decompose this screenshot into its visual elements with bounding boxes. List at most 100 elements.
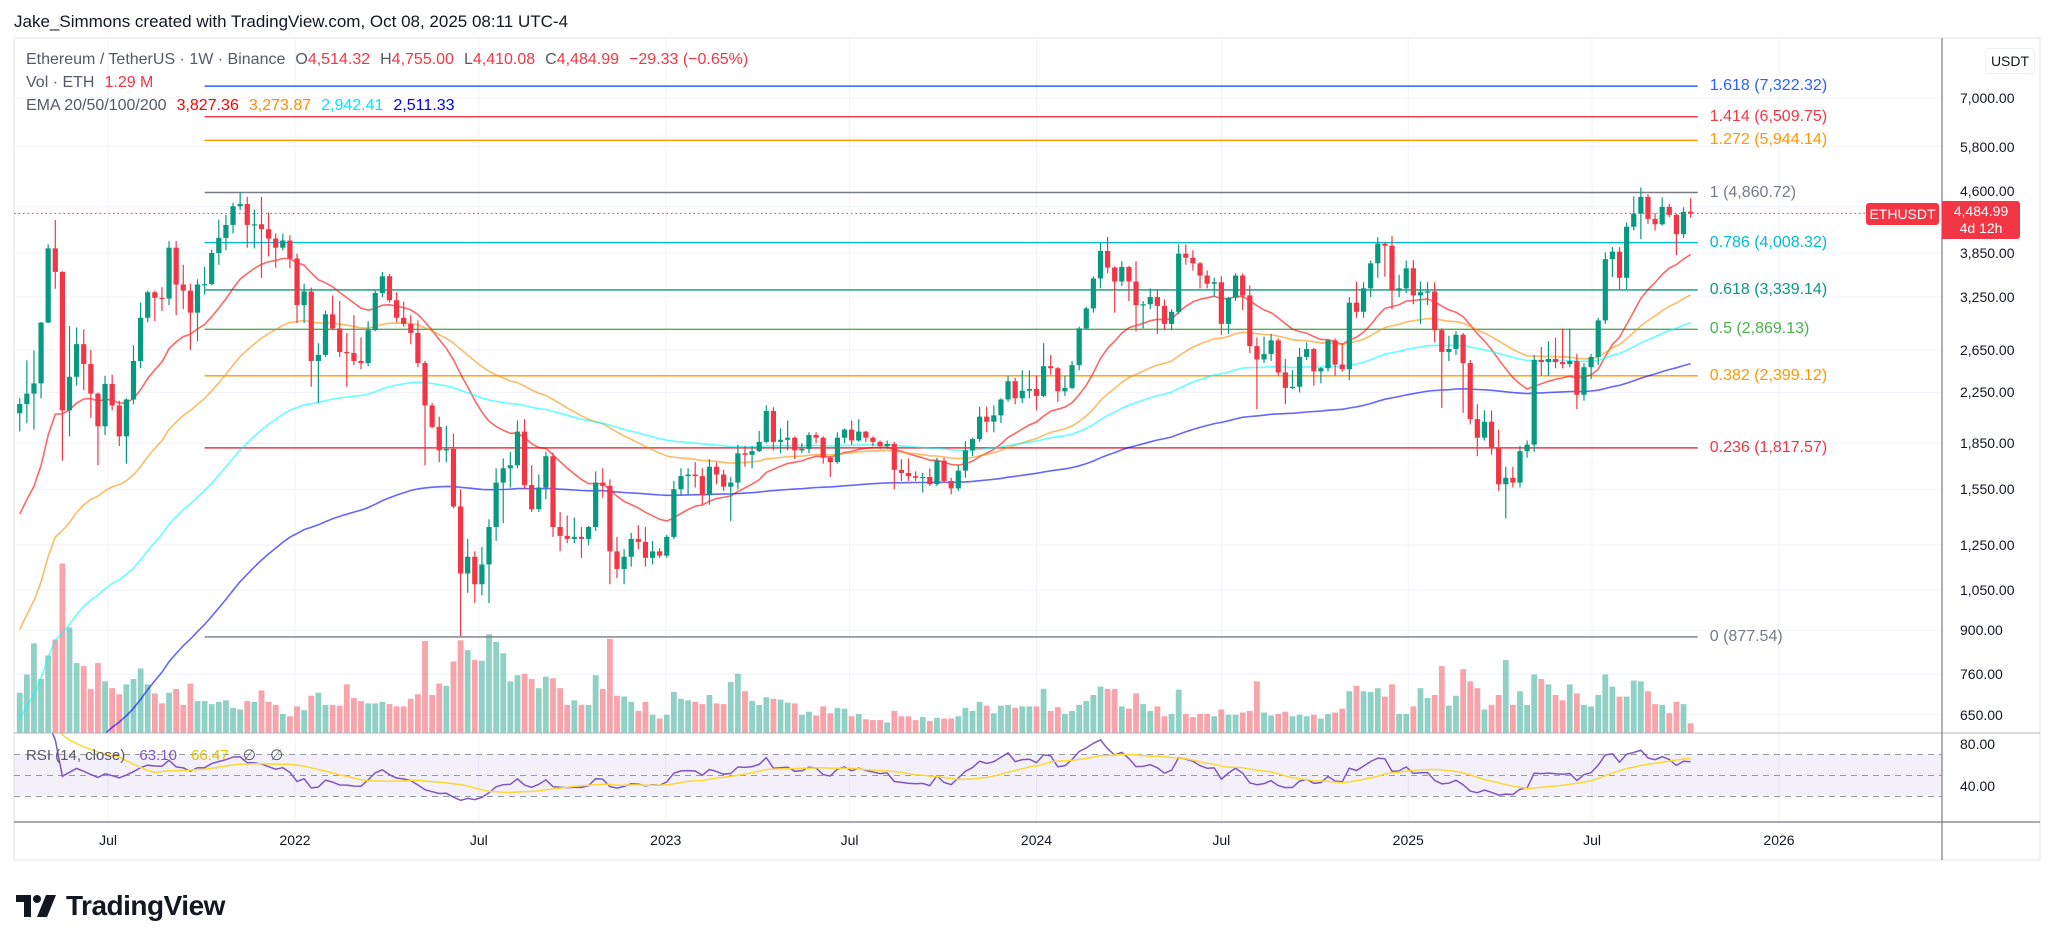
currency-selector[interactable]: USDT — [1985, 48, 2035, 74]
volume-bar — [251, 701, 258, 733]
volume-bar — [507, 681, 514, 733]
candle-body — [984, 416, 990, 422]
symbol-legend[interactable]: Ethereum / TetherUS · 1W · Binance O 4,51… — [26, 51, 758, 69]
candle-body — [1538, 359, 1544, 363]
candle — [244, 196, 250, 248]
volume-legend[interactable]: Vol · ETH 1.29 M — [26, 74, 163, 92]
volume-bar — [358, 701, 364, 733]
ema-label[interactable]: EMA 20/50/100/200 — [26, 97, 167, 114]
candle — [1638, 187, 1644, 240]
candle — [1488, 410, 1495, 455]
ema-200-line — [104, 362, 1691, 733]
candle-body — [393, 300, 400, 318]
volume-bar — [1126, 708, 1132, 733]
volume-bar — [635, 710, 642, 733]
candle-body — [998, 399, 1004, 416]
candle-body — [358, 360, 364, 364]
volume-bar — [578, 704, 585, 733]
rsi-na-value: ∅ — [270, 747, 284, 764]
candle — [166, 241, 172, 306]
rsi-label[interactable]: RSI (14, close) — [26, 747, 126, 764]
candle-body — [543, 456, 549, 488]
candle-body — [884, 443, 890, 447]
candle-body — [1659, 206, 1665, 225]
candle — [1140, 301, 1146, 329]
fibonacci-retracement[interactable] — [204, 85, 1698, 638]
time-axis-label: 2022 — [279, 832, 311, 848]
candle — [116, 400, 122, 447]
candle-body — [1083, 308, 1089, 329]
candle — [486, 519, 492, 603]
candle — [1460, 332, 1466, 413]
symbol-title[interactable]: Ethereum / TetherUS · 1W · Binance — [26, 51, 286, 68]
volume-bar — [976, 701, 983, 733]
volume-bar — [606, 638, 613, 733]
rsi-legend[interactable]: RSI (14, close) 63.10 66.47 ∅ ∅ — [26, 746, 293, 764]
volume-bar — [386, 704, 393, 733]
volume-bar — [336, 705, 343, 733]
volume-bar — [1076, 704, 1083, 733]
candle-body — [1133, 281, 1139, 306]
candle-body — [173, 247, 179, 285]
chart-attribution: Jake_Simmons created with TradingView.co… — [14, 12, 569, 31]
candle-body — [1282, 372, 1288, 388]
candle-body — [258, 224, 265, 230]
candle — [1048, 354, 1054, 375]
volume-bar — [1524, 704, 1530, 733]
fib-level-label: 1.414 (6,509.75) — [1709, 107, 1828, 125]
candle-body — [1439, 330, 1445, 352]
candle — [109, 374, 115, 411]
candle — [891, 441, 897, 490]
candle-body — [187, 290, 193, 313]
volume-bar — [791, 703, 798, 733]
candle-body — [1296, 356, 1303, 387]
volume-bar — [1616, 696, 1623, 733]
candle-body — [1090, 278, 1096, 309]
volume-bar — [998, 705, 1004, 733]
candle-body — [138, 317, 144, 361]
candle — [706, 459, 713, 505]
tradingview-logo[interactable]: TradingView — [16, 890, 225, 922]
candle-body — [1510, 477, 1516, 483]
volume-bar — [1673, 701, 1680, 733]
volume-bar — [706, 695, 713, 733]
volume-bar — [493, 641, 500, 733]
ema-legend[interactable]: EMA 20/50/100/200 3,827.36 3,273.87 2,94… — [26, 97, 465, 115]
candle-body — [1161, 305, 1168, 324]
candle — [820, 436, 826, 464]
candle — [1602, 252, 1608, 324]
candle-body — [1232, 275, 1239, 298]
candle-body — [1602, 259, 1608, 321]
volume-bar — [1502, 660, 1509, 733]
rsi-band — [14, 754, 1942, 797]
candle — [1076, 326, 1082, 371]
volume-bar — [1474, 688, 1481, 733]
candle-body — [763, 410, 769, 442]
candle — [465, 538, 471, 593]
candle — [593, 471, 599, 531]
candle — [1318, 367, 1324, 384]
candle-body — [308, 291, 314, 361]
volume-bar — [1453, 695, 1459, 733]
volume-bar — [66, 627, 73, 733]
volume-bar — [279, 714, 286, 733]
candle — [223, 214, 229, 251]
ema-20-value: 3,827.36 — [176, 97, 239, 114]
volume-bar — [734, 673, 741, 733]
volume-bar — [151, 693, 158, 733]
candle — [1332, 338, 1338, 376]
volume-bar — [478, 660, 485, 733]
candle-body — [59, 271, 65, 411]
candle — [152, 290, 158, 322]
price-axis-label: 1,850.00 — [1960, 435, 2015, 452]
volume-bar — [173, 688, 180, 733]
candle-body — [372, 293, 378, 331]
candle — [564, 515, 570, 543]
volume-bar — [521, 673, 528, 733]
candle — [415, 320, 421, 368]
candle — [379, 271, 385, 297]
candle-body — [1552, 358, 1559, 363]
volume-bar — [1538, 679, 1545, 733]
volume-label[interactable]: Vol · ETH — [26, 74, 95, 91]
